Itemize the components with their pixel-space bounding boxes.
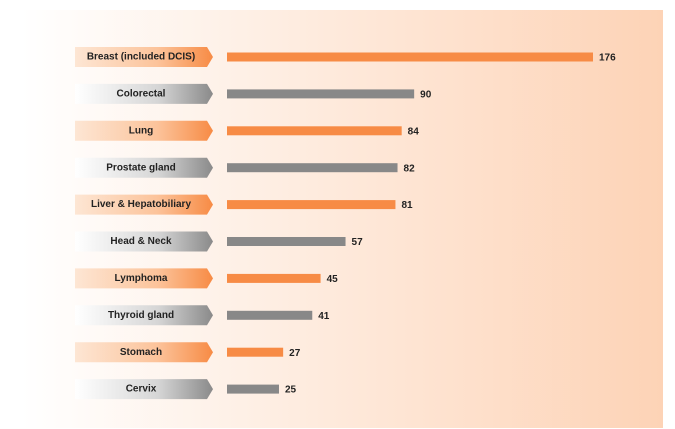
category-label: Liver & Hepatobiliary	[91, 199, 191, 210]
value-label: 57	[352, 237, 364, 248]
category-tab	[75, 268, 213, 289]
value-label: 90	[420, 90, 432, 101]
category-tab	[75, 157, 213, 178]
category-tab	[75, 83, 213, 104]
category-label: Colorectal	[117, 89, 166, 100]
value-label: 82	[404, 163, 416, 174]
category-label: Lymphoma	[115, 273, 168, 284]
panel	[22, 10, 663, 428]
category-label: Thyroid gland	[108, 310, 174, 321]
bar	[227, 347, 284, 357]
bar	[227, 237, 346, 246]
value-label: 25	[285, 385, 297, 396]
category-label: Head & Neck	[110, 236, 172, 247]
category-tab	[75, 47, 213, 67]
bar	[227, 310, 313, 320]
bar	[227, 52, 593, 62]
bar	[227, 273, 321, 283]
bar	[227, 89, 415, 99]
value-label: 45	[327, 274, 339, 285]
category-tab	[75, 305, 213, 326]
category-tab	[75, 231, 213, 252]
bar	[227, 384, 279, 394]
value-label: 176	[599, 53, 616, 64]
category-tab	[75, 194, 213, 215]
bar	[227, 200, 396, 210]
category-tab	[75, 342, 213, 363]
value-label: 41	[318, 311, 330, 322]
category-label: Cervix	[126, 384, 157, 395]
value-label: 27	[289, 348, 301, 359]
category-label: Breast (included DCIS)	[87, 52, 195, 63]
category-label: Stomach	[120, 347, 162, 358]
bar	[227, 126, 402, 136]
category-label: Prostate gland	[106, 162, 175, 173]
value-label: 81	[401, 200, 413, 211]
category-tab	[75, 379, 213, 400]
category-label: Lung	[129, 125, 153, 136]
bar	[227, 163, 398, 173]
value-label: 84	[408, 126, 420, 137]
category-tab	[75, 120, 213, 141]
